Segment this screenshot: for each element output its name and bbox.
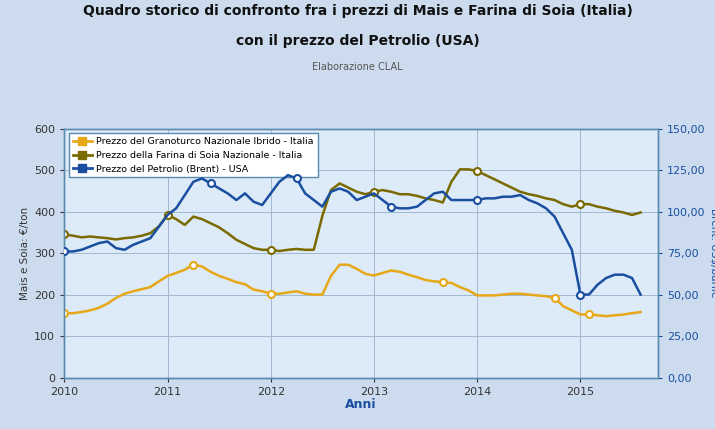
Y-axis label: Mais e Soia: €/ton: Mais e Soia: €/ton: [20, 206, 30, 300]
Text: Elaborazione CLAL: Elaborazione CLAL: [312, 62, 403, 72]
Legend: Prezzo del Granoturco Nazionale Ibrido - Italia, Prezzo della Farina di Soia Naz: Prezzo del Granoturco Nazionale Ibrido -…: [69, 133, 317, 178]
Text: Quadro storico di confronto fra i prezzi di Mais e Farina di Soia (Italia): Quadro storico di confronto fra i prezzi…: [82, 4, 633, 18]
X-axis label: Anni: Anni: [345, 398, 377, 411]
Y-axis label: Brent: US$/barile: Brent: US$/barile: [709, 208, 715, 298]
Text: con il prezzo del Petrolio (USA): con il prezzo del Petrolio (USA): [236, 34, 479, 48]
